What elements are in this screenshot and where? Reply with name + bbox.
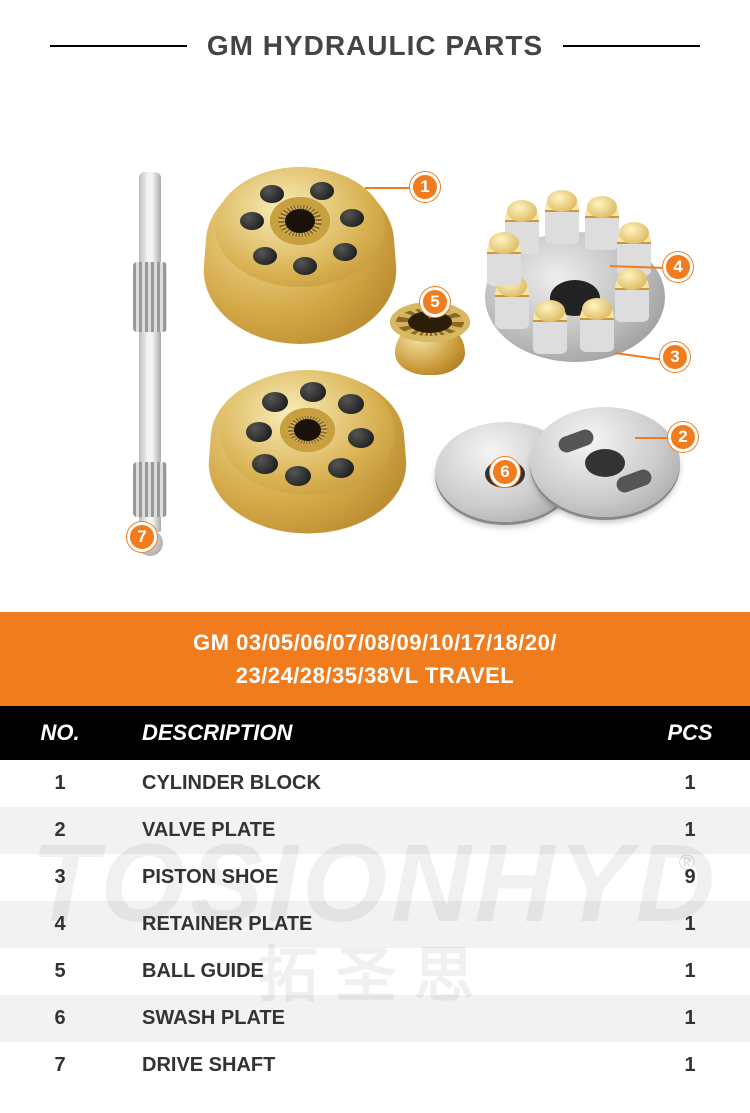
cell-pcs: 1 [630, 807, 750, 854]
callout-badge: 6 [490, 457, 520, 487]
table-row: 1CYLINDER BLOCK1 [0, 760, 750, 807]
model-line-2: 23/24/28/35/38VL TRAVEL [20, 659, 730, 692]
callout-badge: 2 [668, 422, 698, 452]
cell-desc: DRIVE SHAFT [120, 1042, 630, 1089]
table-row: 6SWASH PLATE1 [0, 995, 750, 1042]
col-pcs: PCS [630, 706, 750, 760]
header-rule-right [563, 45, 700, 47]
part-piston-shoe [533, 302, 567, 354]
part-valve-swash-plates [435, 402, 685, 542]
model-line-1: GM 03/05/06/07/08/09/10/17/18/20/ [20, 626, 730, 659]
cell-pcs: 1 [630, 760, 750, 807]
cell-desc: CYLINDER BLOCK [120, 760, 630, 807]
cell-pcs: 1 [630, 1042, 750, 1089]
callout-leader [635, 437, 671, 439]
cell-pcs: 1 [630, 948, 750, 995]
callout-leader [365, 187, 413, 189]
cell-desc: VALVE PLATE [120, 807, 630, 854]
model-banner: GM 03/05/06/07/08/09/10/17/18/20/ 23/24/… [0, 612, 750, 706]
cell-desc: BALL GUIDE [120, 948, 630, 995]
header-rule-left [50, 45, 187, 47]
cell-desc: SWASH PLATE [120, 995, 630, 1042]
cell-pcs: 9 [630, 854, 750, 901]
parts-table-head: NO. DESCRIPTION PCS [0, 706, 750, 760]
table-row: 2VALVE PLATE1 [0, 807, 750, 854]
table-row: 7DRIVE SHAFT1 [0, 1042, 750, 1089]
col-desc: DESCRIPTION [120, 706, 630, 760]
callout-badge: 5 [420, 287, 450, 317]
part-piston-shoe [487, 234, 521, 286]
cell-desc: PISTON SHOE [120, 854, 630, 901]
cell-no: 4 [0, 901, 120, 948]
cell-no: 2 [0, 807, 120, 854]
page-header: GM HYDRAULIC PARTS [0, 0, 750, 82]
cell-no: 1 [0, 760, 120, 807]
cell-no: 7 [0, 1042, 120, 1089]
table-row: 3PISTON SHOE9 [0, 854, 750, 901]
callout-badge: 1 [410, 172, 440, 202]
part-piston-shoe [585, 198, 619, 250]
parts-diagram: 1234567 [65, 102, 685, 572]
cell-desc: RETAINER PLATE [120, 901, 630, 948]
part-cylinder-block-alt [210, 362, 405, 532]
table-row: 4RETAINER PLATE1 [0, 901, 750, 948]
callout-badge: 7 [127, 522, 157, 552]
callout-badge: 4 [663, 252, 693, 282]
cell-no: 3 [0, 854, 120, 901]
col-no: NO. [0, 706, 120, 760]
part-cylinder-block [205, 162, 395, 342]
page-title: GM HYDRAULIC PARTS [207, 30, 543, 62]
part-valve-plate [530, 407, 680, 517]
cell-pcs: 1 [630, 995, 750, 1042]
parts-table: NO. DESCRIPTION PCS 1CYLINDER BLOCK12VAL… [0, 706, 750, 1089]
part-piston-shoe [615, 270, 649, 322]
part-piston-shoe [545, 192, 579, 244]
parts-table-body: 1CYLINDER BLOCK12VALVE PLATE13PISTON SHO… [0, 760, 750, 1089]
cell-pcs: 1 [630, 901, 750, 948]
cell-no: 5 [0, 948, 120, 995]
part-piston-shoe [580, 300, 614, 352]
part-piston-retainer-assembly [465, 192, 685, 382]
part-drive-shaft [125, 172, 175, 542]
table-row: 5BALL GUIDE1 [0, 948, 750, 995]
cell-no: 6 [0, 995, 120, 1042]
callout-badge: 3 [660, 342, 690, 372]
